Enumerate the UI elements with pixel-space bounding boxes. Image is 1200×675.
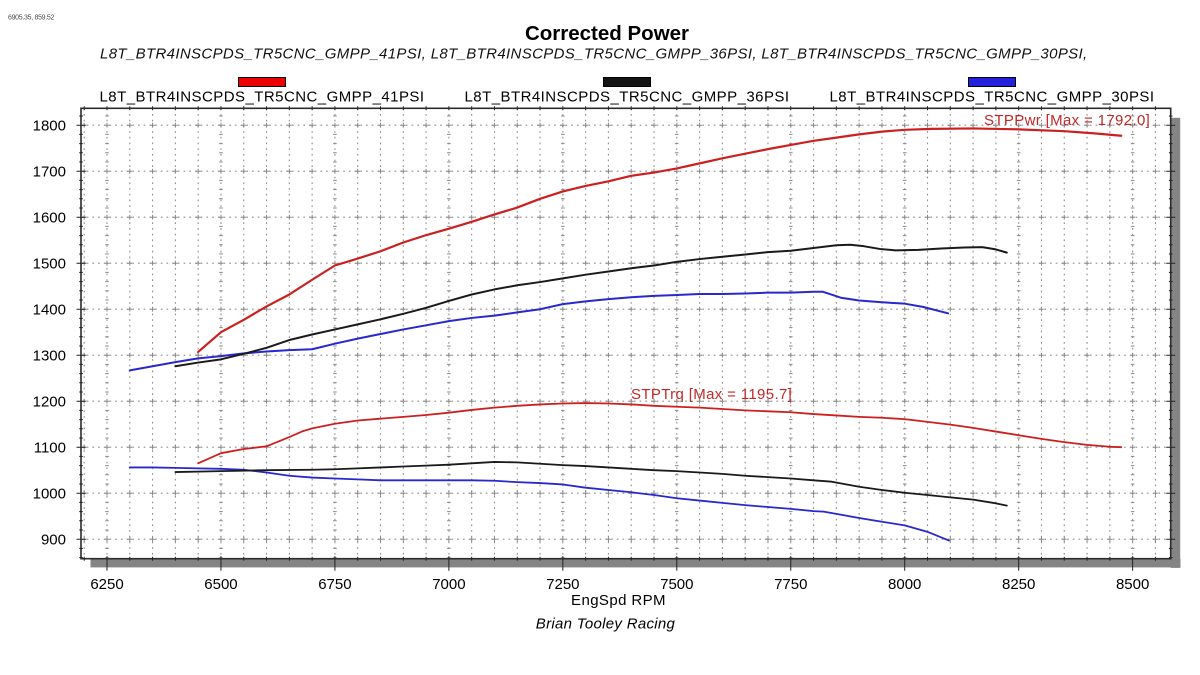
svg-text:6250: 6250 [90, 576, 123, 593]
svg-text:STPTrq [Max = 1195.7]: STPTrq [Max = 1195.7] [631, 386, 792, 403]
svg-text:1800: 1800 [33, 118, 66, 135]
svg-text:900: 900 [41, 532, 66, 549]
svg-text:L8T_BTR4INSCPDS_TR5CNC_GMPP_30: L8T_BTR4INSCPDS_TR5CNC_GMPP_30PSI [830, 89, 1155, 106]
svg-text:Corrected Power: Corrected Power [525, 22, 689, 45]
svg-text:L8T_BTR4INSCPDS_TR5CNC_GMPP_36: L8T_BTR4INSCPDS_TR5CNC_GMPP_36PSI [465, 89, 790, 106]
svg-text:7500: 7500 [660, 576, 693, 593]
svg-text:6905.35, 859.52: 6905.35, 859.52 [8, 15, 55, 22]
svg-text:7750: 7750 [774, 576, 807, 593]
svg-text:1700: 1700 [33, 164, 66, 181]
svg-text:6500: 6500 [204, 576, 237, 593]
svg-text:8000: 8000 [888, 576, 921, 593]
svg-text:Brian Tooley Racing: Brian Tooley Racing [536, 616, 676, 633]
svg-text:8250: 8250 [1002, 576, 1035, 593]
svg-text:1200: 1200 [33, 394, 66, 411]
svg-text:1600: 1600 [33, 210, 66, 227]
svg-text:7250: 7250 [546, 576, 579, 593]
svg-text:1100: 1100 [34, 440, 66, 457]
svg-text:8500: 8500 [1116, 576, 1149, 593]
svg-text:7000: 7000 [432, 576, 465, 593]
svg-text:1000: 1000 [33, 486, 66, 503]
svg-text:1400: 1400 [33, 302, 66, 319]
svg-text:1500: 1500 [33, 256, 66, 273]
svg-text:STPPwr [Max = 1792.0]: STPPwr [Max = 1792.0] [984, 112, 1150, 129]
svg-text:6750: 6750 [318, 576, 351, 593]
svg-text:EngSpd RPM: EngSpd RPM [571, 592, 666, 609]
svg-text:L8T_BTR4INSCPDS_TR5CNC_GMPP_41: L8T_BTR4INSCPDS_TR5CNC_GMPP_41PSI, L8T_B… [100, 46, 1088, 63]
svg-text:1300: 1300 [33, 348, 66, 365]
svg-text:L8T_BTR4INSCPDS_TR5CNC_GMPP_41: L8T_BTR4INSCPDS_TR5CNC_GMPP_41PSI [100, 89, 425, 106]
